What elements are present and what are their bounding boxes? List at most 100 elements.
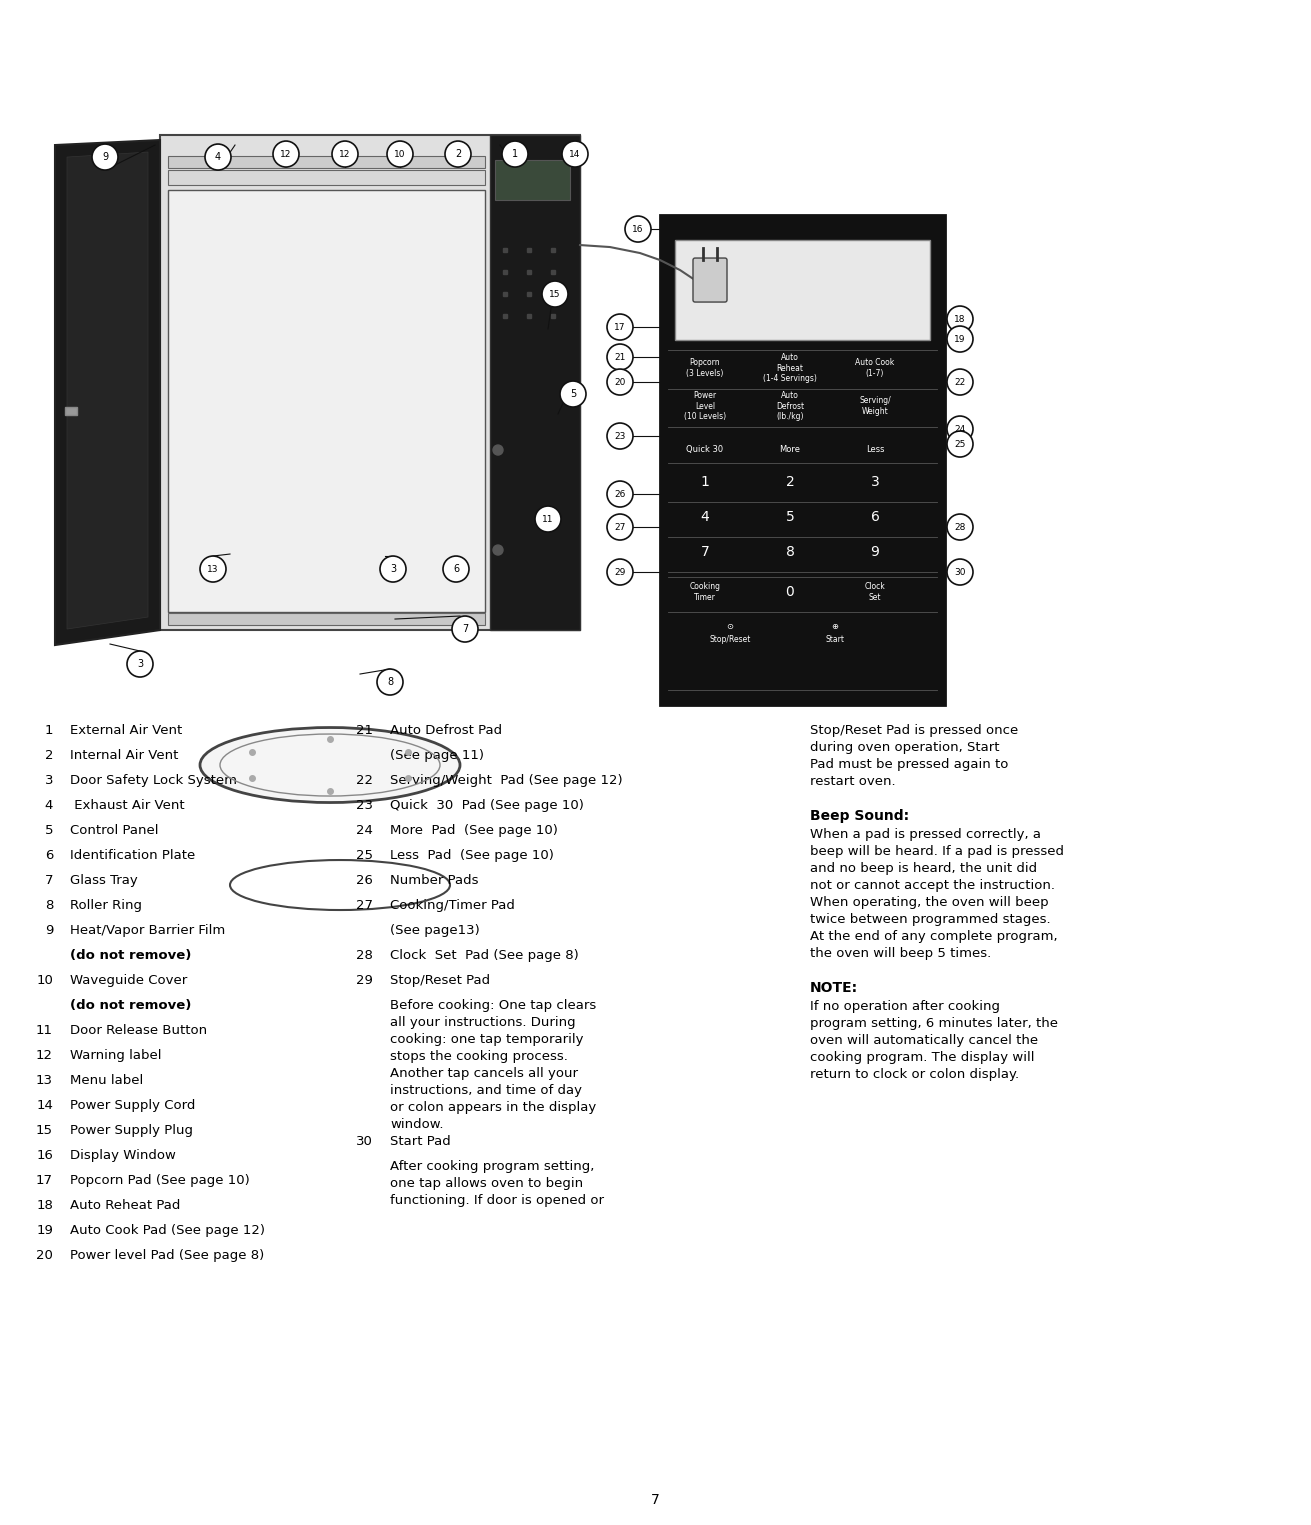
Text: 19: 19 bbox=[954, 334, 966, 343]
Text: 23: 23 bbox=[357, 799, 374, 811]
Text: 2: 2 bbox=[45, 749, 52, 762]
Text: beep will be heard. If a pad is pressed: beep will be heard. If a pad is pressed bbox=[810, 845, 1065, 859]
Text: External Air Vent: External Air Vent bbox=[69, 724, 182, 737]
Text: 3: 3 bbox=[389, 564, 396, 573]
Circle shape bbox=[493, 445, 503, 454]
Text: 27: 27 bbox=[357, 900, 374, 912]
Circle shape bbox=[493, 544, 503, 555]
Text: or colon appears in the display: or colon appears in the display bbox=[389, 1101, 597, 1115]
Text: Location of Controls: Location of Controls bbox=[522, 20, 789, 44]
Circle shape bbox=[92, 143, 118, 171]
Circle shape bbox=[332, 140, 358, 168]
Text: Serving/
Weight: Serving/ Weight bbox=[859, 396, 891, 416]
FancyBboxPatch shape bbox=[659, 215, 945, 705]
Text: (do not remove): (do not remove) bbox=[69, 949, 191, 962]
Text: (See page 11): (See page 11) bbox=[389, 749, 484, 762]
Text: 21: 21 bbox=[357, 724, 374, 737]
Text: NOTE:: NOTE: bbox=[810, 981, 859, 994]
Text: 20: 20 bbox=[615, 378, 625, 386]
Circle shape bbox=[607, 514, 633, 540]
Text: Auto Reheat Pad: Auto Reheat Pad bbox=[69, 1199, 181, 1212]
Text: Auto
Reheat
(1-4 Servings): Auto Reheat (1-4 Servings) bbox=[763, 354, 817, 383]
FancyBboxPatch shape bbox=[694, 258, 728, 302]
Text: Cooking
Timer: Cooking Timer bbox=[690, 583, 721, 602]
Circle shape bbox=[205, 143, 231, 171]
Text: 12: 12 bbox=[340, 149, 350, 159]
Text: cooking program. The display will: cooking program. The display will bbox=[810, 1051, 1034, 1064]
Text: Internal Air Vent: Internal Air Vent bbox=[69, 749, 178, 762]
Text: and no beep is heard, the unit did: and no beep is heard, the unit did bbox=[810, 862, 1037, 875]
Text: 14: 14 bbox=[569, 149, 581, 159]
Text: Display Window: Display Window bbox=[69, 1148, 176, 1162]
Text: If no operation after cooking: If no operation after cooking bbox=[810, 1000, 1000, 1013]
Text: Cooking/Timer Pad: Cooking/Timer Pad bbox=[389, 900, 515, 912]
Text: restart oven.: restart oven. bbox=[810, 775, 895, 788]
Text: cooking: one tap temporarily: cooking: one tap temporarily bbox=[389, 1032, 583, 1046]
Text: 7: 7 bbox=[700, 544, 709, 560]
Text: Stop/Reset: Stop/Reset bbox=[709, 634, 751, 644]
Text: Less  Pad  (See page 10): Less Pad (See page 10) bbox=[389, 849, 553, 862]
Text: Heat/Vapor Barrier Film: Heat/Vapor Barrier Film bbox=[69, 924, 225, 936]
Text: 2: 2 bbox=[785, 474, 794, 490]
FancyBboxPatch shape bbox=[168, 191, 485, 612]
Text: 24: 24 bbox=[954, 424, 966, 433]
Text: 30: 30 bbox=[357, 1135, 374, 1148]
Circle shape bbox=[947, 560, 973, 586]
Text: Popcorn
(3 Levels): Popcorn (3 Levels) bbox=[687, 358, 724, 378]
Text: 17: 17 bbox=[35, 1174, 52, 1186]
Text: one tap allows oven to begin: one tap allows oven to begin bbox=[389, 1177, 583, 1190]
Text: during oven operation, Start: during oven operation, Start bbox=[810, 741, 999, 753]
Text: Start: Start bbox=[826, 634, 844, 644]
Text: Beep Sound:: Beep Sound: bbox=[810, 810, 909, 824]
Text: 12: 12 bbox=[281, 149, 291, 159]
Text: 22: 22 bbox=[357, 775, 374, 787]
Text: Serving/Weight  Pad (See page 12): Serving/Weight Pad (See page 12) bbox=[389, 775, 623, 787]
Circle shape bbox=[607, 345, 633, 371]
Text: Auto Cook Pad (See page 12): Auto Cook Pad (See page 12) bbox=[69, 1225, 265, 1237]
Text: 17: 17 bbox=[615, 323, 625, 331]
FancyBboxPatch shape bbox=[168, 171, 485, 185]
Text: Power
Level
(10 Levels): Power Level (10 Levels) bbox=[684, 390, 726, 421]
Text: Pad must be pressed again to: Pad must be pressed again to bbox=[810, 758, 1008, 772]
Text: instructions, and time of day: instructions, and time of day bbox=[389, 1084, 582, 1096]
Text: window.: window. bbox=[389, 1118, 443, 1132]
Text: not or cannot accept the instruction.: not or cannot accept the instruction. bbox=[810, 878, 1055, 892]
Text: 6: 6 bbox=[871, 509, 880, 525]
Text: all your instructions. During: all your instructions. During bbox=[389, 1016, 576, 1029]
Text: return to clock or colon display.: return to clock or colon display. bbox=[810, 1068, 1019, 1081]
Polygon shape bbox=[55, 140, 160, 645]
Circle shape bbox=[201, 557, 225, 583]
Circle shape bbox=[625, 217, 652, 242]
Circle shape bbox=[607, 314, 633, 340]
Circle shape bbox=[607, 422, 633, 448]
Circle shape bbox=[502, 140, 528, 168]
Text: Auto Defrost Pad: Auto Defrost Pad bbox=[389, 724, 502, 737]
Text: 16: 16 bbox=[632, 224, 644, 233]
Text: Menu label: Menu label bbox=[69, 1074, 143, 1087]
Text: oven will automatically cancel the: oven will automatically cancel the bbox=[810, 1034, 1038, 1048]
Circle shape bbox=[607, 480, 633, 506]
Text: Control Panel: Control Panel bbox=[69, 824, 159, 837]
Text: 9: 9 bbox=[45, 924, 52, 936]
Text: Stop/Reset Pad: Stop/Reset Pad bbox=[389, 974, 490, 987]
Text: 5: 5 bbox=[785, 509, 794, 525]
Text: Power level Pad (See page 8): Power level Pad (See page 8) bbox=[69, 1249, 265, 1263]
Text: 4: 4 bbox=[700, 509, 709, 525]
Circle shape bbox=[562, 140, 589, 168]
Text: 10: 10 bbox=[37, 974, 52, 987]
Text: 8: 8 bbox=[387, 677, 393, 688]
Text: 5: 5 bbox=[45, 824, 52, 837]
Text: Quick  30  Pad (See page 10): Quick 30 Pad (See page 10) bbox=[389, 799, 583, 811]
Text: 7: 7 bbox=[45, 874, 52, 888]
Text: 9: 9 bbox=[102, 152, 108, 162]
Circle shape bbox=[947, 307, 973, 332]
Text: 5: 5 bbox=[570, 389, 576, 400]
Text: Number Pads: Number Pads bbox=[389, 874, 479, 888]
FancyBboxPatch shape bbox=[490, 136, 579, 630]
Circle shape bbox=[378, 669, 402, 695]
Circle shape bbox=[380, 557, 406, 583]
Text: 13: 13 bbox=[207, 564, 219, 573]
Circle shape bbox=[947, 369, 973, 395]
Text: Door Release Button: Door Release Button bbox=[69, 1023, 207, 1037]
Text: 16: 16 bbox=[37, 1148, 52, 1162]
